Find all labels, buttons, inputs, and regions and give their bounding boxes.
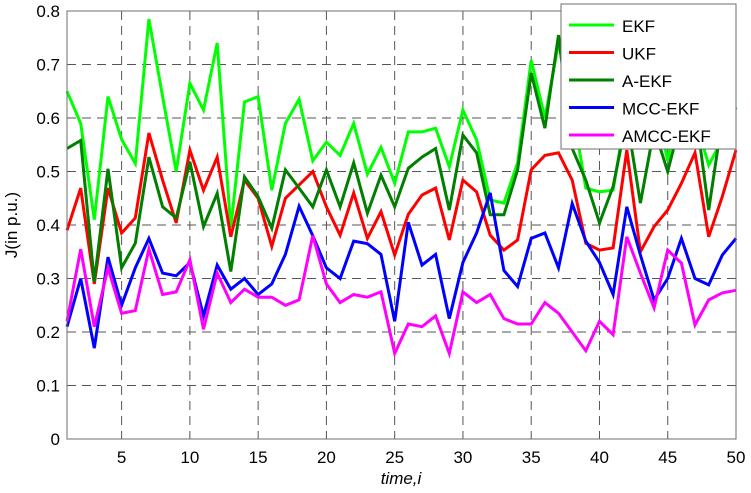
x-tick-label: 35	[522, 448, 541, 467]
y-tick-label: 0.8	[36, 2, 60, 21]
x-axis-label: time,i	[381, 469, 423, 488]
y-tick-label: 0	[51, 430, 60, 449]
legend: EKF UKF A-EKF MCC-EKF AMCC-EKF	[560, 3, 737, 150]
x-tick-label: 40	[590, 448, 609, 467]
y-tick-label: 0.7	[36, 56, 60, 75]
x-axis-ticks: 5 10 15 20 25 30 35 40 45 50	[117, 448, 746, 467]
legend-label: UKF	[622, 45, 656, 64]
y-axis-label: J(in p.u.)	[2, 192, 21, 258]
x-tick-label: 30	[453, 448, 472, 467]
y-tick-label: 0.6	[36, 109, 60, 128]
y-tick-label: 0.3	[36, 270, 60, 289]
legend-label: MCC-EKF	[622, 100, 699, 119]
x-tick-label: 25	[385, 448, 404, 467]
x-tick-label: 20	[317, 448, 336, 467]
x-tick-label: 45	[658, 448, 677, 467]
x-tick-label: 50	[727, 448, 746, 467]
y-tick-label: 0.5	[36, 163, 60, 182]
plot-area-frame	[66, 10, 737, 440]
legend-label: AMCC-EKF	[622, 127, 711, 146]
legend-box	[560, 3, 737, 150]
y-tick-label: 0.2	[36, 323, 60, 342]
y-tick-label: 0.1	[36, 377, 60, 396]
x-tick-label: 10	[180, 448, 199, 467]
legend-label: A-EKF	[622, 72, 672, 91]
legend-label: EKF	[622, 17, 655, 36]
y-tick-label: 0.4	[36, 216, 60, 235]
y-axis-ticks: 0 0.1 0.2 0.3 0.4 0.5 0.6 0.7 0.8	[36, 2, 60, 449]
series-line-mcc-ekf	[65, 192, 738, 349]
x-tick-label: 5	[117, 448, 126, 467]
x-tick-label: 15	[249, 448, 268, 467]
series-line-amcc-ekf	[65, 235, 737, 359]
